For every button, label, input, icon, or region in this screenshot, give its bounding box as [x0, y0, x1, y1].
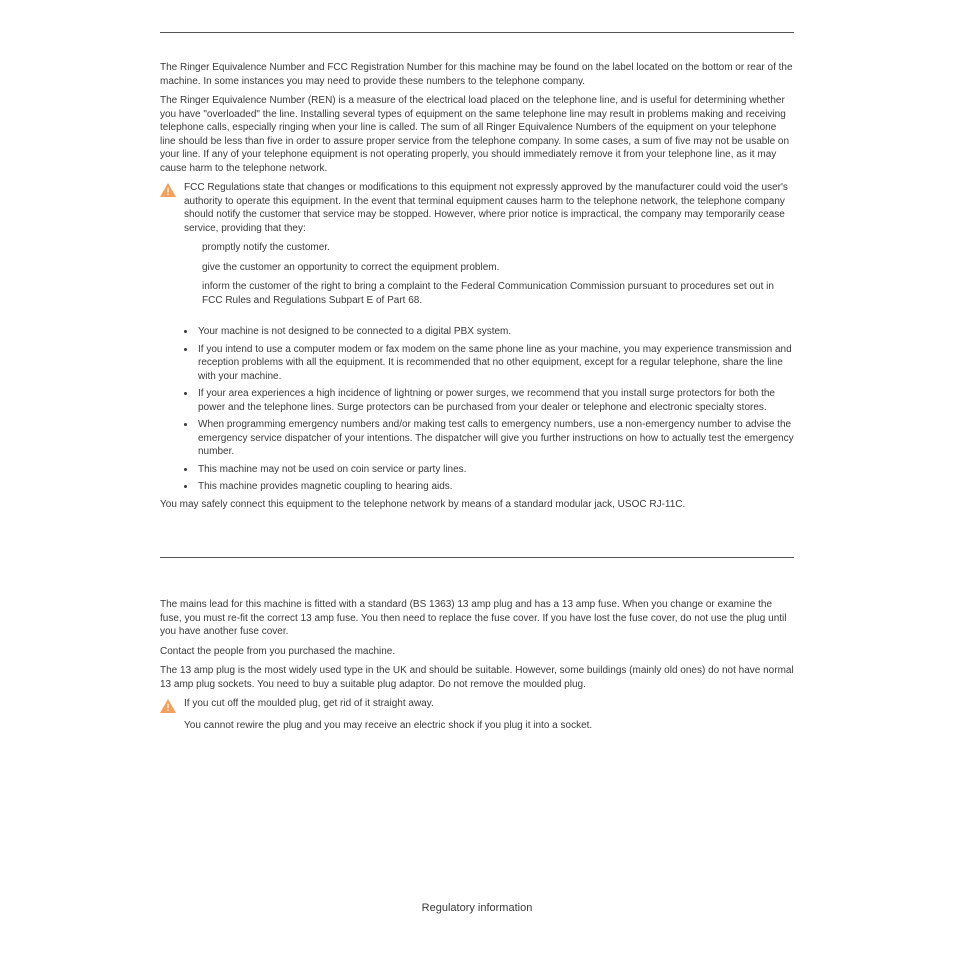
top-rule	[160, 32, 794, 33]
list-item: If you intend to use a computer modem or…	[196, 343, 794, 384]
mid-rule	[160, 557, 794, 558]
callout-text: You cannot rewire the plug and you may r…	[184, 719, 794, 733]
section-fcc: The Ringer Equivalence Number and FCC Re…	[60, 61, 894, 511]
page-container: The Ringer Equivalence Number and FCC Re…	[0, 0, 954, 732]
list-item: Your machine is not designed to be conne…	[196, 325, 794, 339]
paragraph: You may safely connect this equipment to…	[160, 498, 794, 512]
callout-text: If you cut off the moulded plug, get rid…	[184, 697, 794, 711]
paragraph: The Ringer Equivalence Number and FCC Re…	[160, 61, 794, 88]
warning-callout: If you cut off the moulded plug, get rid…	[160, 697, 794, 732]
warning-callout: FCC Regulations state that changes or mo…	[160, 181, 794, 235]
section-uk-plug: The mains lead for this machine is fitte…	[60, 598, 894, 732]
sub-list: promptly notify the customer. give the c…	[160, 241, 794, 307]
warning-icon	[160, 181, 184, 235]
warning-icon	[160, 697, 184, 732]
list-item: When programming emergency numbers and/o…	[196, 418, 794, 459]
sub-item: inform the customer of the right to brin…	[202, 280, 794, 307]
list-item: If your area experiences a high incidenc…	[196, 387, 794, 414]
page-footer: Regulatory information	[0, 902, 954, 914]
section-gap	[60, 517, 894, 557]
callout-text: FCC Regulations state that changes or mo…	[184, 181, 794, 235]
sub-item: give the customer an opportunity to corr…	[202, 261, 794, 275]
paragraph: The 13 amp plug is the most widely used …	[160, 664, 794, 691]
bullet-list: Your machine is not designed to be conne…	[160, 325, 794, 494]
sub-item: promptly notify the customer.	[202, 241, 794, 255]
list-item: This machine may not be used on coin ser…	[196, 463, 794, 477]
paragraph: The Ringer Equivalence Number (REN) is a…	[160, 94, 794, 175]
callout-body: If you cut off the moulded plug, get rid…	[184, 697, 794, 732]
paragraph: Contact the people from you purchased th…	[160, 645, 794, 659]
list-item: This machine provides magnetic coupling …	[196, 480, 794, 494]
paragraph: The mains lead for this machine is fitte…	[160, 598, 794, 639]
